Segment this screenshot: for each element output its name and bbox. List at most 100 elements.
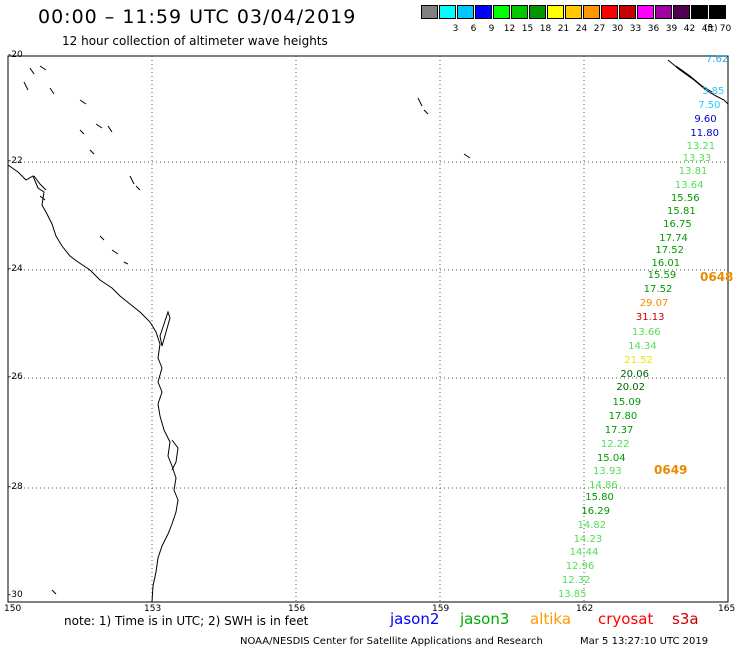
wave-height-label: 3.85 xyxy=(702,86,725,97)
wave-height-label: 29.07 xyxy=(639,298,669,309)
legend-label: 9 xyxy=(488,24,495,34)
wave-height-label: 16.01 xyxy=(651,258,681,269)
legend-label: 70 xyxy=(719,24,732,34)
wave-height-label: 15.81 xyxy=(667,206,696,217)
credit-line: NOAA/NESDIS Center for Satellite Applica… xyxy=(240,636,543,647)
legend-swatch xyxy=(601,5,618,19)
legend-swatch xyxy=(529,5,546,19)
legend-label: 15 xyxy=(521,24,534,34)
wave-height-label: 15.04 xyxy=(596,453,626,464)
lat-label-22s: -22 xyxy=(8,156,23,166)
satellite-name-jason3: jason3 xyxy=(460,610,510,628)
whitsunday-coast xyxy=(33,175,47,201)
wave-height-label: 13.81 xyxy=(678,166,708,177)
wave-height-label: 17.80 xyxy=(608,411,638,422)
legend-swatch xyxy=(439,5,456,19)
legend-label: 36 xyxy=(647,24,660,34)
wave-height-label: 17.52 xyxy=(643,284,673,295)
wave-height-label: 20.02 xyxy=(616,382,646,393)
legend-swatch xyxy=(547,5,564,19)
wave-height-label: 12.32 xyxy=(561,575,591,586)
wave-height-label: 14.23 xyxy=(573,534,603,545)
legend-unit: (ft) xyxy=(704,24,718,34)
lat-label-24s: -24 xyxy=(8,264,23,274)
lon-label-162e: 162 xyxy=(576,604,594,614)
legend-label: 27 xyxy=(593,24,606,34)
wave-height-label: 15.09 xyxy=(612,397,642,408)
satellite-name-cryosat: cryosat xyxy=(598,610,654,628)
legend-label: 39 xyxy=(665,24,678,34)
wave-height-label: 7.62 xyxy=(706,54,729,65)
legend-label: 45 xyxy=(701,24,714,34)
wave-height-label: 11.80 xyxy=(690,128,720,139)
legend-swatch xyxy=(457,5,474,19)
wave-height-label: 13.33 xyxy=(682,153,712,164)
legend-swatch xyxy=(619,5,636,19)
wave-height-label: 17.52 xyxy=(655,245,684,256)
legend-label: 6 xyxy=(470,24,477,34)
legend-swatch xyxy=(637,5,654,19)
moreton-bay xyxy=(171,439,179,471)
legend-swatch xyxy=(691,5,708,19)
lon-label-150e: 150 xyxy=(4,604,22,614)
lon-label-156e: 156 xyxy=(288,604,306,614)
legend-swatch xyxy=(475,5,492,19)
wave-height-label: 17.37 xyxy=(604,425,634,436)
legend-label: 42 xyxy=(683,24,696,34)
wave-height-label: 7.50 xyxy=(698,100,721,111)
wave-height-label: 15.59 xyxy=(647,270,677,281)
satellite-name-s3a: s3a xyxy=(672,610,699,628)
lat-label-30s: -30 xyxy=(8,590,23,600)
wave-height-label: 13.21 xyxy=(686,141,716,152)
legend-label: 3 xyxy=(452,24,459,34)
reef-islands xyxy=(23,65,471,595)
wave-height-label: 21.52 xyxy=(624,355,653,366)
map-title: 00:00 – 11:59 UTC 03/04/2019 xyxy=(38,6,357,28)
pass-time-label: 0649 xyxy=(654,463,688,477)
lon-label-165e: 165 xyxy=(718,604,736,614)
legend-label: 18 xyxy=(539,24,552,34)
legend-label: 12 xyxy=(503,24,516,34)
wave-height-label: 13.64 xyxy=(674,180,704,191)
wave-height-label: 13.85 xyxy=(558,589,587,600)
legend-swatch xyxy=(583,5,600,19)
wave-height-label: 15.56 xyxy=(670,193,700,204)
wave-height-label: 9.60 xyxy=(694,114,717,125)
wave-height-label: 16.29 xyxy=(581,506,610,517)
lon-label-159e: 159 xyxy=(432,604,450,614)
lat-label-20s: -20 xyxy=(8,50,23,60)
fraser-island xyxy=(159,310,171,347)
lon-label-153e: 153 xyxy=(144,604,162,614)
satellite-name-jason2: jason2 xyxy=(390,610,440,628)
wave-height-label: 15.80 xyxy=(585,492,614,503)
legend-label: 30 xyxy=(611,24,624,34)
wave-height-label: 14.44 xyxy=(569,547,599,558)
map-subtitle: 12 hour collection of altimeter wave hei… xyxy=(62,34,328,48)
legend-swatch xyxy=(655,5,672,19)
graticule xyxy=(8,56,728,602)
wave-height-label: 14.82 xyxy=(577,520,607,531)
wave-height-label: 13.93 xyxy=(593,466,622,477)
lat-label-28s: -28 xyxy=(8,482,23,492)
wave-height-label: 31.13 xyxy=(635,312,665,323)
wave-height-label: 12.96 xyxy=(565,561,595,572)
satellite-name-altika: altika xyxy=(530,610,572,628)
lat-label-26s: -26 xyxy=(8,372,23,382)
legend-swatch xyxy=(493,5,510,19)
wave-height-label: 20.06 xyxy=(620,369,649,380)
wave-height-label: 14.86 xyxy=(589,480,618,491)
legend-swatch xyxy=(565,5,582,19)
wave-height-label: 13.66 xyxy=(632,327,661,338)
wave-height-label: 12.22 xyxy=(600,439,630,450)
wave-height-label: 14.34 xyxy=(628,341,657,352)
legend-label: 33 xyxy=(629,24,642,34)
legend-label: 21 xyxy=(557,24,570,34)
wave-height-label: 16.75 xyxy=(663,219,692,230)
footer-note: note: 1) Time is in UTC; 2) SWH is in fe… xyxy=(64,614,309,628)
wave-height-label: 17.74 xyxy=(659,233,688,244)
legend-swatch xyxy=(673,5,690,19)
map-frame xyxy=(7,55,729,603)
new-caledonia-coastline xyxy=(667,59,729,105)
legend-swatch xyxy=(421,5,438,19)
